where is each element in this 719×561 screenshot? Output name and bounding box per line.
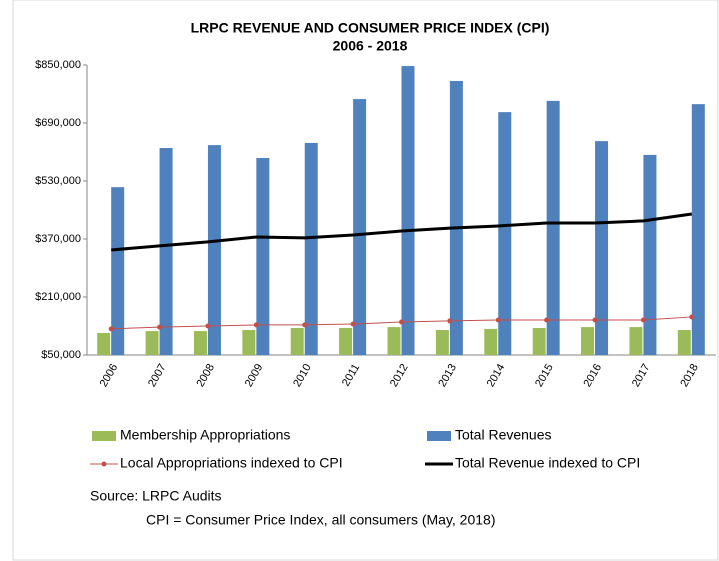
y-tick-label: $850,000 <box>35 59 81 71</box>
line-marker <box>689 314 695 320</box>
x-tick-label: 2013 <box>436 362 459 389</box>
line-marker <box>399 319 404 325</box>
legend-swatch <box>101 461 107 467</box>
x-tick-label: 2012 <box>388 362 411 389</box>
x-tick-label: 2009 <box>243 362 266 389</box>
line-marker <box>640 317 646 323</box>
bar <box>546 100 560 355</box>
y-tick-label: $50,000 <box>41 349 81 361</box>
legend-label: Local Appropriations indexed to CPI <box>120 455 343 471</box>
x-tick-label: 2015 <box>533 362 556 389</box>
bar <box>629 327 643 355</box>
x-tick-label: 2007 <box>146 362 169 389</box>
line-marker <box>592 317 598 323</box>
line-marker <box>302 322 308 328</box>
chart-title: LRPC REVENUE AND CONSUMER PRICE INDEX (C… <box>191 20 550 36</box>
x-tick-label: 2014 <box>485 362 508 389</box>
line-marker <box>544 317 550 323</box>
chart-subtitle: 2006 - 2018 <box>333 38 408 54</box>
bar <box>207 145 221 355</box>
bar <box>304 142 318 355</box>
bar <box>581 327 595 355</box>
source: Source: LRPC Audits <box>90 488 222 504</box>
bar <box>290 327 304 355</box>
line-marker <box>350 321 356 327</box>
bar <box>435 329 449 355</box>
legend-label: Total Revenue indexed to CPI <box>455 455 640 471</box>
bar <box>111 187 125 355</box>
legend-swatch <box>427 431 451 441</box>
legend-swatch <box>92 431 116 441</box>
legend-label: Total Revenues <box>455 427 552 443</box>
bar <box>256 157 270 355</box>
bar <box>97 332 111 355</box>
bar <box>595 141 609 355</box>
bar <box>193 331 207 355</box>
line <box>111 212 693 252</box>
x-tick-label: 2018 <box>678 362 701 389</box>
line-marker <box>205 323 211 329</box>
bar <box>691 104 705 356</box>
line-marker <box>253 322 259 328</box>
bar <box>159 148 173 355</box>
bar <box>242 329 256 355</box>
x-tick-label: 2016 <box>582 362 605 389</box>
line-marker <box>495 317 501 323</box>
bar <box>353 99 367 355</box>
note: CPI = Consumer Price Index, all consumer… <box>146 512 496 528</box>
bar <box>643 154 657 355</box>
y-tick-label: $370,000 <box>35 233 81 245</box>
bar <box>449 80 463 355</box>
bar <box>145 331 159 355</box>
legend-label: Membership Appropriations <box>120 427 290 443</box>
bar <box>339 327 353 355</box>
line-marker <box>108 326 114 332</box>
x-tick-label: 2010 <box>291 362 314 389</box>
bar <box>532 327 546 355</box>
line-marker <box>157 324 163 330</box>
y-tick-label: $210,000 <box>35 291 81 303</box>
x-tick-label: 2006 <box>98 362 121 389</box>
x-tick-label: 2011 <box>340 362 362 388</box>
x-tick-label: 2017 <box>630 362 653 389</box>
y-tick-label: $690,000 <box>35 117 81 129</box>
y-tick-label: $530,000 <box>35 175 81 187</box>
line-marker <box>447 318 453 324</box>
bar <box>387 327 401 355</box>
bar <box>677 329 691 355</box>
x-tick-label: 2008 <box>194 362 217 389</box>
bar <box>498 112 512 355</box>
chart-frame <box>12 0 719 561</box>
bar <box>484 328 498 355</box>
bar <box>401 66 415 356</box>
